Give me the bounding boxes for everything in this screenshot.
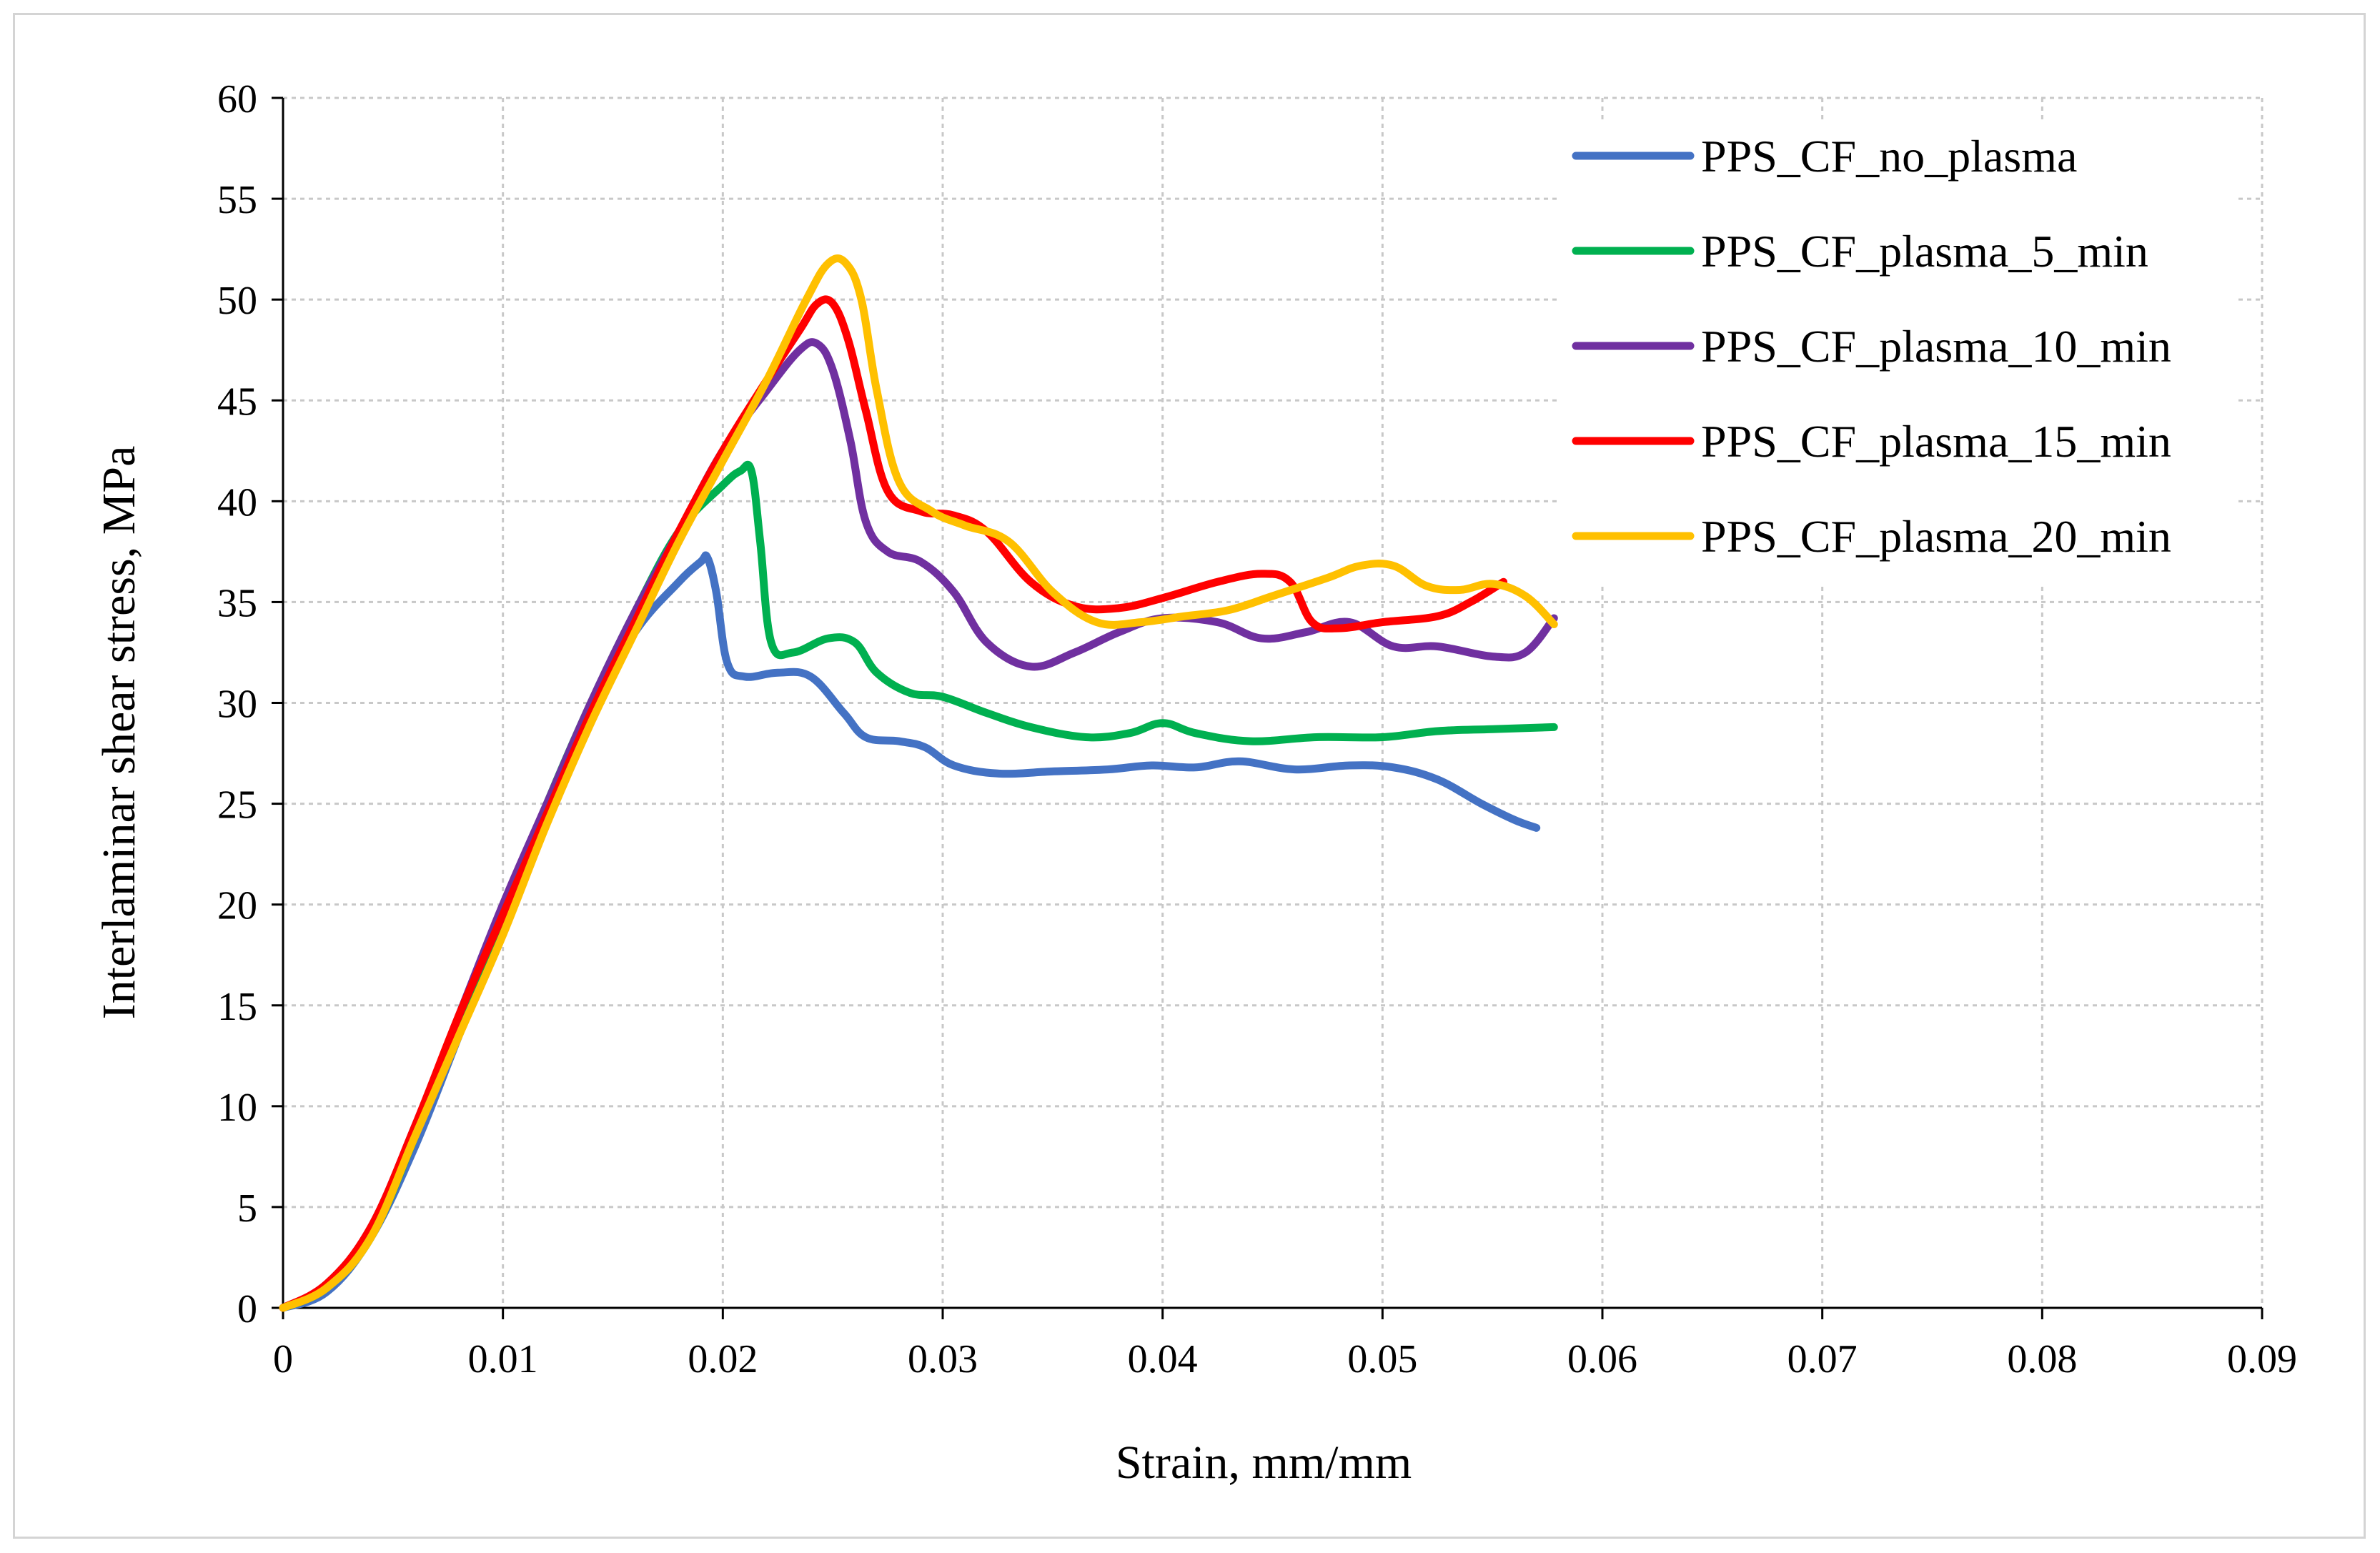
x-tick-label: 0.04	[1128, 1337, 1198, 1381]
y-tick-label: 50	[217, 279, 257, 323]
y-tick-labels: 0 5 10 15 20 25 30 35 40 45 50 55 60	[217, 77, 257, 1331]
series-line-pps-cf-plasma-10-min	[279, 338, 1558, 1312]
series-line-pps-cf-plasma-5-min	[279, 460, 1558, 1312]
series-line-pps-cf-no-plasma	[279, 551, 1541, 1312]
y-tick-label: 30	[217, 683, 257, 727]
x-tick-label: 0.07	[1788, 1337, 1858, 1381]
legend-background	[1558, 121, 2237, 586]
x-tick-label: 0.01	[468, 1337, 538, 1381]
legend-label: PPS_CF_plasma_20_min	[1701, 511, 2171, 562]
y-tick-label: 20	[217, 884, 257, 928]
y-axis-title: Interlaminar shear stress, MPa	[93, 446, 145, 1020]
series-lines	[279, 254, 1558, 1312]
y-tick-label: 5	[237, 1186, 257, 1231]
y-tick-label: 0	[237, 1287, 257, 1331]
x-tick-label: 0.09	[2227, 1337, 2297, 1381]
legend: PPS_CF_no_plasma PPS_CF_plasma_5_min PPS_C…	[1558, 121, 2237, 586]
legend-label: PPS_CF_plasma_15_min	[1701, 416, 2171, 467]
y-tick-label: 40	[217, 480, 257, 525]
x-tick-label: 0.05	[1347, 1337, 1417, 1381]
x-tick-label: 0.08	[2007, 1337, 2077, 1381]
legend-label: PPS_CF_plasma_5_min	[1701, 226, 2148, 277]
axes	[272, 96, 2264, 1319]
series-line-pps-cf-plasma-15-min	[279, 295, 1508, 1312]
legend-label: PPS_CF_plasma_10_min	[1701, 321, 2171, 372]
y-tick-label: 25	[217, 783, 257, 828]
series-line-pps-cf-plasma-20-min	[279, 254, 1558, 1312]
x-axis-title: Strain, mm/mm	[1116, 1437, 1412, 1489]
grid-lines	[283, 96, 2264, 1308]
y-tick-label: 55	[217, 178, 257, 222]
y-tick-label: 35	[217, 581, 257, 625]
x-tick-label: 0.02	[688, 1337, 758, 1381]
x-tick-label: 0	[273, 1337, 293, 1381]
y-tick-label: 10	[217, 1086, 257, 1130]
legend-label: PPS_CF_no_plasma	[1701, 131, 2077, 182]
x-tick-label: 0.06	[1567, 1337, 1637, 1381]
y-tick-label: 60	[217, 77, 257, 121]
y-tick-label: 15	[217, 985, 257, 1029]
x-tick-labels: 0 0.01 0.02 0.03 0.04 0.05 0.06 0.07 0.08 0.09	[273, 1337, 2297, 1381]
y-tick-label: 45	[217, 379, 257, 424]
x-tick-label: 0.03	[908, 1337, 978, 1381]
